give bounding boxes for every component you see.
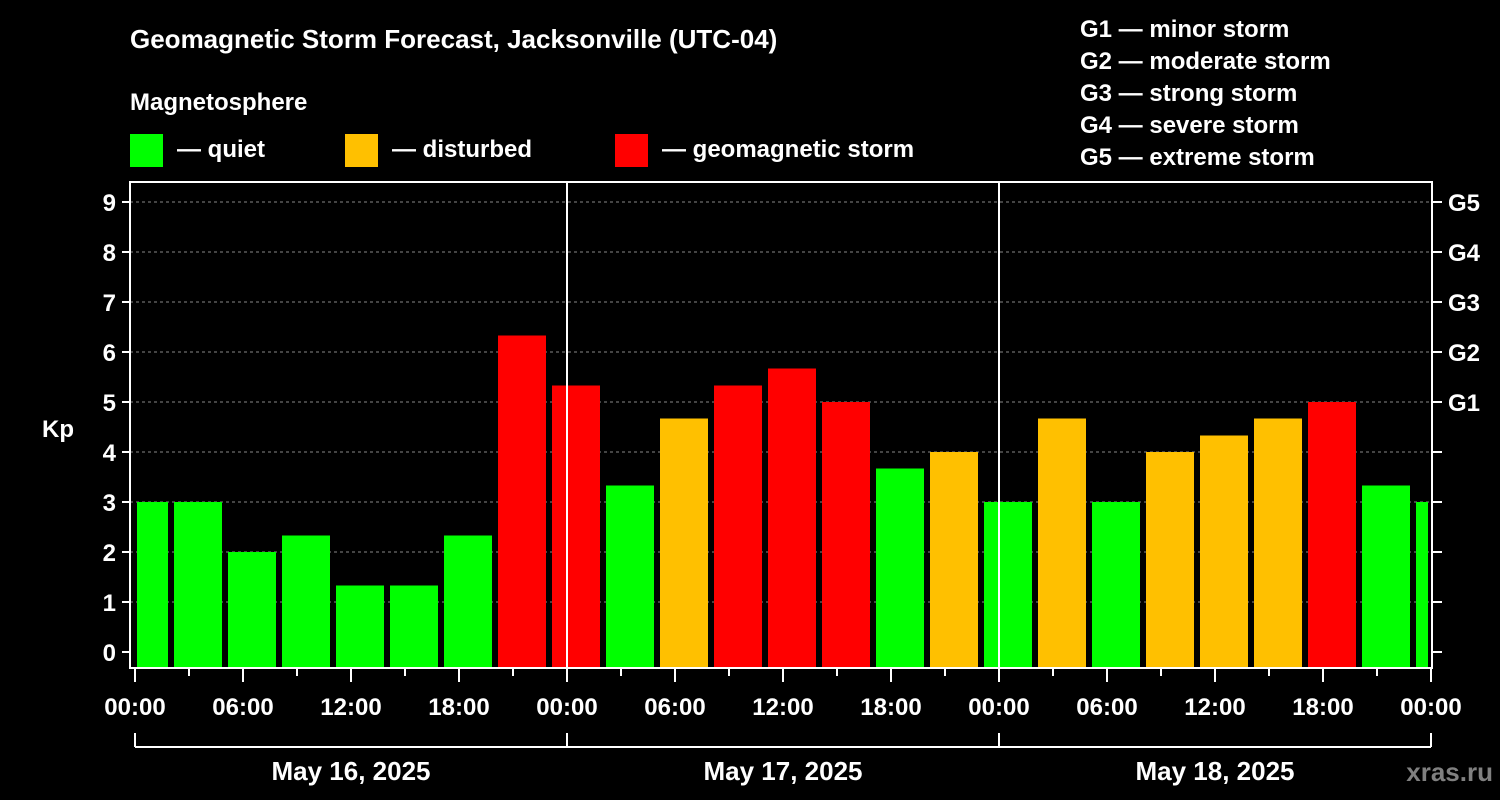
y-tick-label: 1 [103, 590, 116, 617]
kp-bar [444, 535, 492, 667]
y-tick-label: 2 [103, 540, 116, 567]
kp-bar [1416, 502, 1428, 667]
y-tick-label: 3 [103, 490, 116, 517]
kp-bar [498, 335, 546, 667]
kp-bar [1038, 418, 1086, 667]
kp-bar [552, 385, 600, 667]
kp-bar [1362, 485, 1410, 667]
y-axis-label: Kp [42, 416, 74, 443]
kp-bar [768, 368, 816, 667]
legend-swatch [615, 134, 648, 167]
x-tick-label: 18:00 [860, 694, 921, 721]
x-tick-label: 12:00 [752, 694, 813, 721]
kp-bar [137, 502, 168, 667]
watermark: xras.ru [1406, 757, 1493, 787]
y-tick-label: 4 [103, 440, 117, 467]
g-scale-label: G4 [1448, 240, 1481, 267]
kp-bar [336, 585, 384, 667]
kp-bar [1254, 418, 1302, 667]
scale-legend-item: G2 — moderate storm [1080, 48, 1331, 75]
kp-bar [390, 585, 438, 667]
x-tick-label: 18:00 [1292, 694, 1353, 721]
kp-bar [606, 485, 654, 667]
y-tick-label: 6 [103, 340, 116, 367]
kp-bar [1146, 452, 1194, 667]
x-tick-label: 12:00 [320, 694, 381, 721]
kp-bar [174, 502, 222, 667]
plot-frame [129, 181, 1433, 669]
x-tick-label: 06:00 [212, 694, 273, 721]
x-tick-label: 00:00 [536, 694, 597, 721]
x-tick-label: 12:00 [1184, 694, 1245, 721]
day-label: May 16, 2025 [271, 756, 430, 786]
kp-bar [1092, 502, 1140, 667]
y-tick-label: 7 [103, 290, 116, 317]
legend-label: — disturbed [392, 136, 532, 163]
kp-bar [282, 535, 330, 667]
kp-bar [660, 418, 708, 667]
legend-title: Magnetosphere [130, 89, 307, 116]
y-tick-label: 9 [103, 190, 116, 217]
legend-label: — geomagnetic storm [662, 136, 914, 163]
legend-swatch [345, 134, 378, 167]
scale-legend-item: G4 — severe storm [1080, 112, 1299, 139]
g-scale-label: G3 [1448, 290, 1480, 317]
y-tick-label: 5 [103, 390, 116, 417]
chart-title: Geomagnetic Storm Forecast, Jacksonville… [130, 24, 777, 54]
scale-legend-item: G3 — strong storm [1080, 80, 1297, 107]
kp-bar [228, 552, 276, 667]
kp-bar [714, 385, 762, 667]
legend-label: — quiet [177, 136, 265, 163]
x-tick-label: 06:00 [1076, 694, 1137, 721]
kp-bar [930, 452, 978, 667]
x-tick-label: 06:00 [644, 694, 705, 721]
x-tick-label: 00:00 [104, 694, 165, 721]
kp-bar [1200, 435, 1248, 667]
scale-legend-item: G5 — extreme storm [1080, 144, 1315, 171]
y-tick-label: 0 [103, 640, 116, 667]
g-scale-label: G5 [1448, 190, 1480, 217]
day-label: May 18, 2025 [1135, 756, 1294, 786]
kp-bar [984, 502, 1032, 667]
x-tick-label: 00:00 [1400, 694, 1461, 721]
g-scale-label: G1 [1448, 390, 1480, 417]
legend-swatch [130, 134, 163, 167]
x-tick-label: 18:00 [428, 694, 489, 721]
scale-legend-item: G1 — minor storm [1080, 16, 1289, 43]
day-label: May 17, 2025 [703, 756, 862, 786]
x-tick-label: 00:00 [968, 694, 1029, 721]
kp-bar [1308, 402, 1356, 667]
y-tick-label: 8 [103, 240, 116, 267]
g-scale-label: G2 [1448, 340, 1480, 367]
kp-bar [876, 468, 924, 667]
kp-bar [822, 402, 870, 667]
